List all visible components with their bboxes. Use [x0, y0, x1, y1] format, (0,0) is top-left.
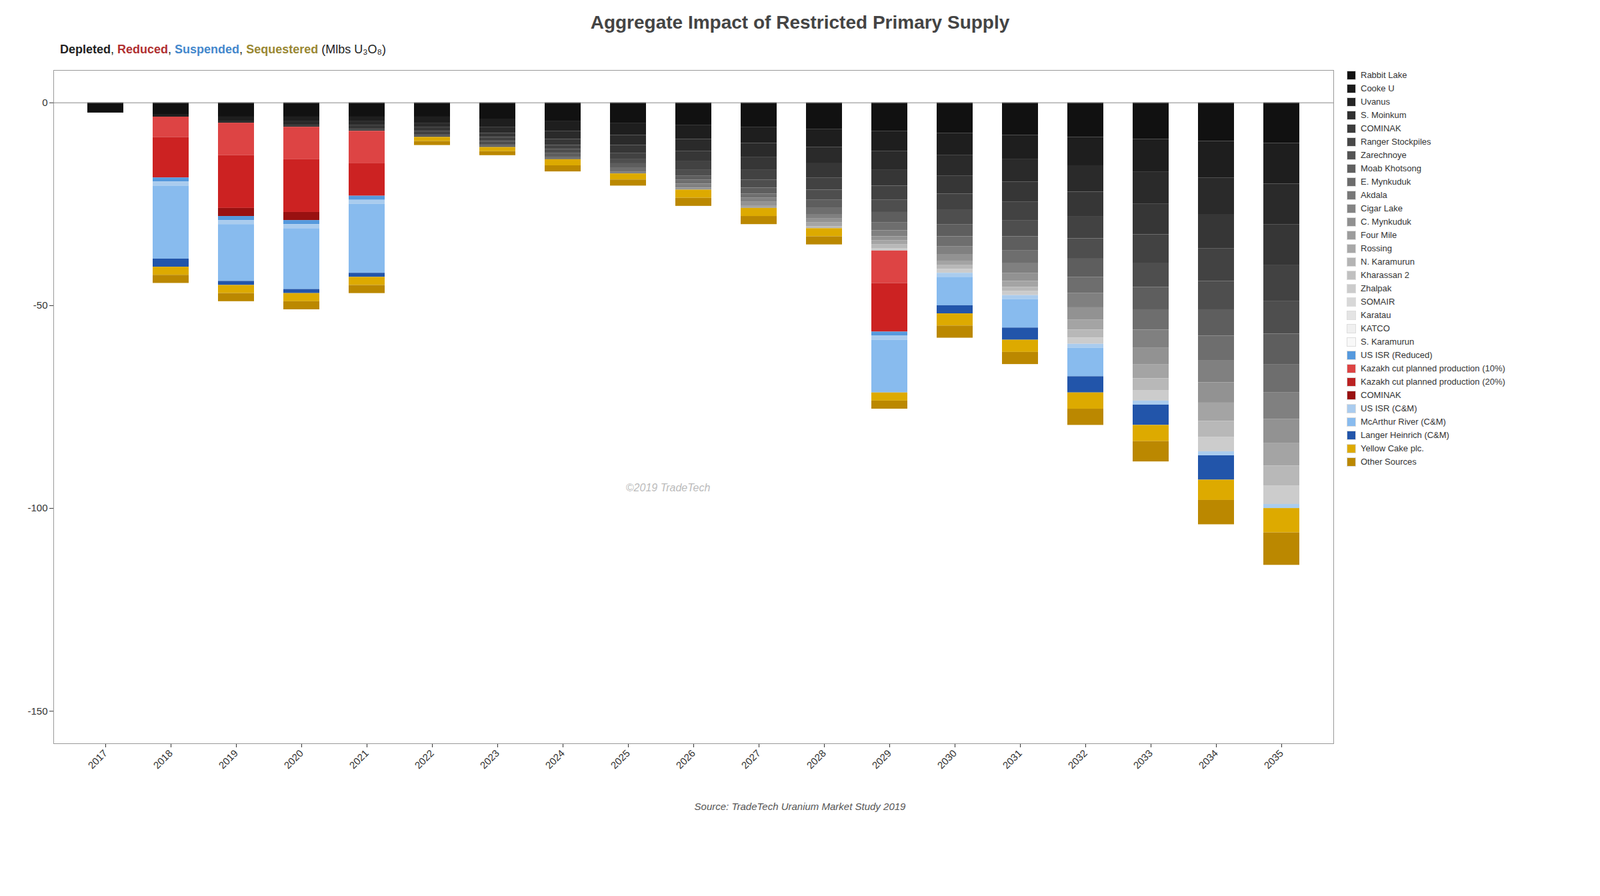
- svg-text:2022: 2022: [412, 747, 436, 772]
- html-text:US ISR (C&M): US ISR (C&M): [1360, 403, 1417, 414]
- svg-text:2032: 2032: [1065, 747, 1090, 772]
- html-text:US ISR (Reduced): US ISR (Reduced): [1360, 350, 1433, 360]
- svg-text:0: 0: [42, 96, 48, 108]
- svg-text:2033: 2033: [1130, 747, 1155, 772]
- svg-text:2019: 2019: [216, 747, 240, 772]
- svg-text:2020: 2020: [281, 747, 306, 772]
- svg-text:2023: 2023: [477, 747, 502, 772]
- html-text:Karatau: Karatau: [1360, 310, 1391, 320]
- svg-text:2028: 2028: [804, 747, 828, 772]
- svg-text:2031: 2031: [1000, 747, 1024, 772]
- html-text:S. Karamurun: S. Karamurun: [1360, 336, 1415, 347]
- svg-text:2029: 2029: [869, 747, 894, 772]
- svg-text:-50: -50: [33, 299, 48, 311]
- html-text:Langer Heinrich (C&M): Langer Heinrich (C&M): [1360, 430, 1450, 440]
- html-text:Cigar Lake: Cigar Lake: [1360, 203, 1403, 214]
- html-text:Source: TradeTech Uranium Mark: Source: TradeTech Uranium Market Study 2…: [694, 800, 906, 812]
- html-text:McArthur River (C&M): McArthur River (C&M): [1360, 416, 1446, 427]
- html-text:Yellow Cake plc.: Yellow Cake plc.: [1360, 443, 1424, 454]
- html-text:Aggregate Impact of Restricted: Aggregate Impact of Restricted Primary S…: [590, 12, 1010, 33]
- html-text:Kazakh cut planned production: Kazakh cut planned production (20%): [1360, 376, 1506, 387]
- html-text:Rossing: Rossing: [1360, 243, 1392, 254]
- html-text:N. Karamurun: N. Karamurun: [1360, 256, 1415, 267]
- svg-text:2027: 2027: [738, 747, 763, 772]
- html-text:Four Mile: Four Mile: [1360, 230, 1397, 240]
- html-text:COMINAK: COMINAK: [1360, 390, 1402, 400]
- svg-text:2017: 2017: [85, 747, 110, 772]
- html-text:E. Mynkuduk: E. Mynkuduk: [1360, 176, 1411, 187]
- html-text:Cooke U: Cooke U: [1360, 83, 1395, 94]
- html-text:Moab Khotsong: Moab Khotsong: [1360, 163, 1422, 174]
- html-text:Zarechnoye: Zarechnoye: [1360, 150, 1407, 160]
- html-text:Rabbit Lake: Rabbit Lake: [1360, 70, 1407, 80]
- svg-text:2024: 2024: [542, 747, 567, 772]
- svg-text:2035: 2035: [1261, 747, 1286, 772]
- svg-text:©2019 TradeTech: ©2019 TradeTech: [626, 482, 711, 494]
- svg-text:2030: 2030: [934, 747, 959, 772]
- svg-text:2021: 2021: [346, 747, 371, 772]
- html-text:Uvanus: Uvanus: [1360, 96, 1391, 107]
- svg-text:2018: 2018: [150, 747, 175, 772]
- html-text:Kazakh cut planned production: Kazakh cut planned production (10%): [1360, 363, 1506, 374]
- svg-text:2025: 2025: [608, 747, 632, 772]
- html-text:S. Moinkum: S. Moinkum: [1360, 110, 1407, 120]
- html-text:Ranger Stockpiles: Ranger Stockpiles: [1360, 136, 1431, 147]
- html-text:Kharassan 2: Kharassan 2: [1360, 270, 1410, 280]
- html-text:Other Sources: Other Sources: [1360, 456, 1417, 467]
- svg-text:2034: 2034: [1196, 747, 1220, 772]
- svg-text:-100: -100: [27, 502, 48, 514]
- svg-text:-150: -150: [27, 705, 48, 717]
- html-text:Zhalpak: Zhalpak: [1360, 283, 1392, 294]
- svg-text:2026: 2026: [673, 747, 698, 772]
- html-text:COMINAK: COMINAK: [1360, 123, 1402, 134]
- html-text:SOMAIR: SOMAIR: [1360, 296, 1395, 307]
- html-text:Depleted, Reduced, Suspended,: Depleted, Reduced, Suspended, Sequestere…: [60, 42, 386, 56]
- html-text:KATCO: KATCO: [1360, 323, 1390, 334]
- html-text:C. Mynkuduk: C. Mynkuduk: [1360, 216, 1412, 227]
- html-text:Akdala: Akdala: [1360, 190, 1388, 200]
